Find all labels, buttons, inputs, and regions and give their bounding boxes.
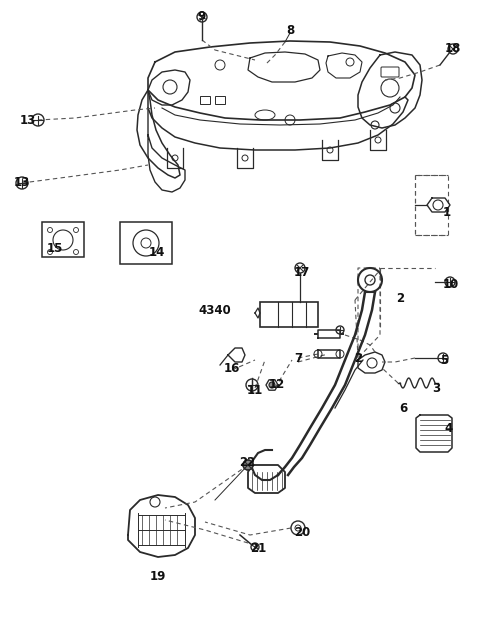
Text: 22: 22 (239, 455, 255, 468)
Text: 2: 2 (396, 291, 404, 304)
Text: 17: 17 (294, 266, 310, 278)
Text: 12: 12 (269, 379, 285, 391)
Circle shape (269, 382, 275, 388)
Text: 15: 15 (47, 242, 63, 255)
Circle shape (243, 460, 253, 470)
Text: 4: 4 (445, 422, 453, 435)
Text: 10: 10 (443, 278, 459, 291)
Text: 6: 6 (399, 402, 407, 414)
Text: 20: 20 (294, 527, 310, 540)
Text: 3: 3 (432, 381, 440, 394)
Text: 16: 16 (224, 361, 240, 374)
Text: 1: 1 (443, 207, 451, 219)
Text: 13: 13 (20, 114, 36, 127)
Text: 13: 13 (14, 176, 30, 189)
Text: 2: 2 (354, 351, 362, 365)
Text: 8: 8 (286, 24, 294, 37)
Text: 19: 19 (150, 571, 166, 584)
Text: 11: 11 (247, 384, 263, 396)
Text: 14: 14 (149, 245, 165, 258)
Text: 18: 18 (445, 42, 461, 55)
Text: 9: 9 (198, 11, 206, 24)
Text: 4340: 4340 (199, 304, 231, 317)
Text: 5: 5 (440, 353, 448, 366)
Text: 21: 21 (250, 542, 266, 555)
Text: 7: 7 (294, 351, 302, 365)
